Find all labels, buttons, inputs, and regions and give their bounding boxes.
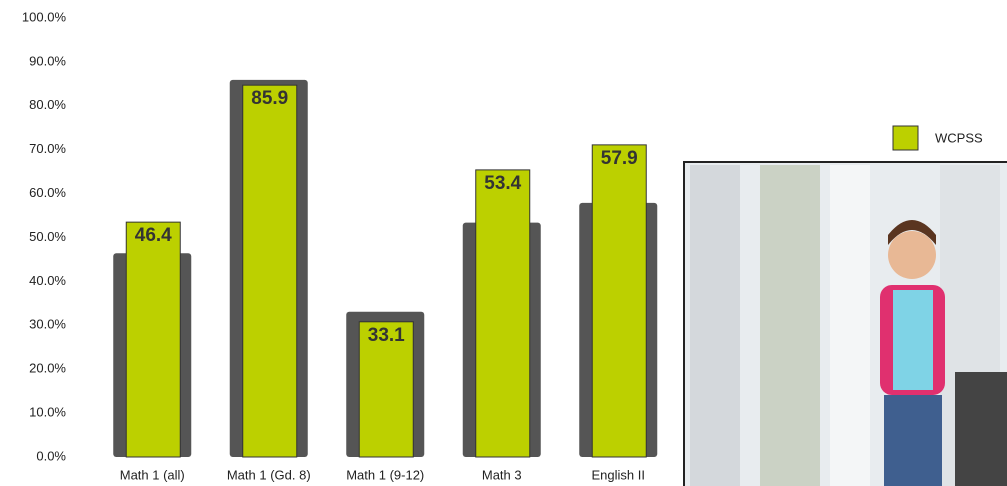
- y-tick-label: 20.0%: [29, 361, 66, 376]
- y-tick-label: 100.0%: [22, 9, 67, 24]
- y-tick-label: 90.0%: [29, 53, 66, 68]
- bar: [591, 144, 647, 458]
- x-tick-label: English II: [592, 467, 645, 482]
- x-tick-label: Math 3: [482, 467, 522, 482]
- x-tick-label: Math 1 (Gd. 8): [227, 467, 311, 482]
- bar: [358, 321, 414, 458]
- value-label: 53.4: [484, 173, 521, 194]
- y-tick-label: 30.0%: [29, 317, 66, 332]
- value-label: 85.9: [251, 88, 288, 109]
- y-tick-label: 60.0%: [29, 185, 66, 200]
- bar: [475, 169, 531, 458]
- photo: [683, 161, 1007, 486]
- legend-swatch: [892, 125, 919, 151]
- y-tick-label: 40.0%: [29, 273, 66, 288]
- y-tick-label: 0.0%: [36, 448, 66, 463]
- value-label: 46.4: [135, 225, 172, 246]
- x-tick-label: Math 1 (9-12): [346, 467, 424, 482]
- y-tick-label: 80.0%: [29, 97, 66, 112]
- bar: [125, 221, 181, 458]
- y-tick-label: 50.0%: [29, 229, 66, 244]
- y-tick-label: 10.0%: [29, 405, 66, 420]
- value-label: 57.9: [601, 148, 638, 169]
- x-tick-label: Math 1 (all): [120, 467, 185, 482]
- bar: [242, 84, 298, 458]
- y-tick-label: 70.0%: [29, 141, 66, 156]
- legend-label: WCPSS: [935, 130, 983, 145]
- value-label: 33.1: [368, 325, 405, 346]
